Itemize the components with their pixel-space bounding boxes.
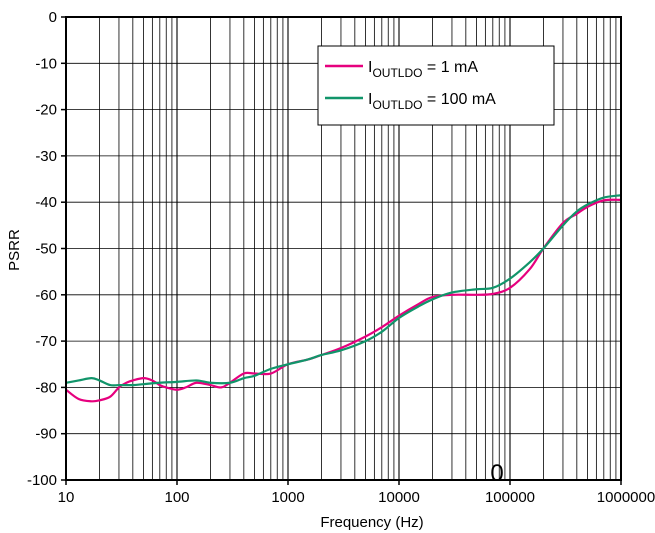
x-tick-label: 1000000 [597, 489, 655, 506]
x-axis-ticks: 10 100 1000 10000 100000 1000000 [58, 480, 655, 506]
x-tick-label: 100000 [485, 489, 535, 506]
grid [65, 16, 621, 481]
y-tick-label: -90 [35, 426, 57, 443]
legend: IOUTLDO = 1 mA IOUTLDO = 100 mA [317, 45, 555, 126]
y-tick-label: -70 [35, 333, 57, 350]
y-tick-label: -60 [35, 287, 57, 304]
x-tick-label: 100 [164, 489, 189, 506]
y-tick-label: -100 [27, 472, 57, 489]
x-tick-label: 1000 [271, 489, 304, 506]
y-tick-label: -30 [35, 148, 57, 165]
y-tick-label: 0 [49, 9, 57, 26]
x-axis-title: Frequency (Hz) [320, 514, 423, 531]
series-line-2 [65, 194, 622, 387]
legend-label-1: IOUTLDO = 1 mA [368, 59, 478, 80]
y-tick-label: -20 [35, 102, 57, 119]
y-tick-label: -50 [35, 241, 57, 258]
y-tick-label: -40 [35, 194, 57, 211]
y-tick-label: -80 [35, 379, 57, 396]
y-axis-title: PSRR [6, 229, 23, 271]
legend-box [317, 45, 555, 126]
x-tick-label: 10000 [378, 489, 420, 506]
x-tick-label: 10 [58, 489, 75, 506]
y-axis-ticks: 0 -10 -20 -30 -40 -50 -60 -70 -80 -90 -100 [27, 9, 66, 489]
series-layer [65, 194, 622, 403]
y-tick-label: -10 [35, 55, 57, 72]
legend-label-2: IOUTLDO = 100 mA [368, 91, 496, 112]
stray-annotation: 0 [490, 460, 503, 487]
series-line-1 [65, 198, 622, 403]
